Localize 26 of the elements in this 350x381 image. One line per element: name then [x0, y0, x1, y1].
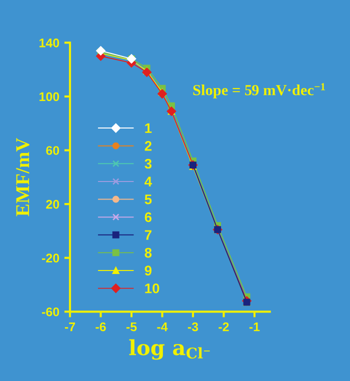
y-tick-label: 140	[40, 38, 60, 48]
legend-label: 4	[144, 176, 152, 186]
annotation: Slope = 59 mV·dec$^{−1}$	[193, 83, 325, 98]
legend-label: 2	[144, 141, 152, 151]
y-axis-title: EMF/mV	[16, 138, 30, 216]
legend-label: 3	[144, 158, 152, 169]
x-axis-title: log a$_{Cl⁻}$	[129, 339, 210, 360]
legend-label: 1	[145, 123, 152, 133]
legend-label: 5	[144, 194, 152, 204]
legend-label: 10	[145, 283, 160, 294]
x-tick-label: -4	[157, 322, 168, 332]
y-tick-label: 20	[46, 200, 60, 209]
legend-label: 9	[144, 266, 152, 276]
x-tick-label: -6	[96, 322, 106, 332]
legend-label: 7	[144, 230, 152, 240]
y-tick-label: 100	[40, 92, 60, 102]
y-tick-label: -60	[42, 307, 60, 316]
x-tick-label: -1	[249, 322, 260, 332]
x-tick-label: -7	[64, 322, 76, 332]
y-tick-label: 60	[46, 146, 60, 155]
legend-label: 8	[144, 248, 152, 258]
y-tick-label: -20	[42, 254, 60, 263]
x-tick-label: -2	[218, 322, 229, 332]
x-tick-label: -5	[126, 322, 137, 332]
x-tick-label: -3	[188, 322, 198, 332]
legend-label: 6	[144, 212, 152, 222]
